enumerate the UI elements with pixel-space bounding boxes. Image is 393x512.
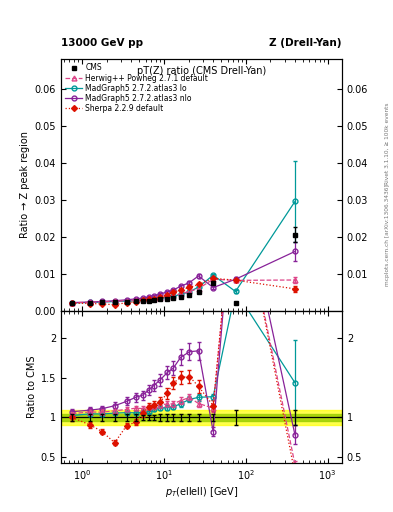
Text: mcplots.cern.ch [arXiv:1306.3436]: mcplots.cern.ch [arXiv:1306.3436] — [385, 185, 390, 286]
Text: Rivet 3.1.10, ≥ 100k events: Rivet 3.1.10, ≥ 100k events — [385, 102, 390, 185]
Text: pT(Z) ratio (CMS Drell-Yan): pT(Z) ratio (CMS Drell-Yan) — [137, 67, 266, 76]
Bar — [61, 414, 342, 421]
Text: 13000 GeV pp: 13000 GeV pp — [61, 37, 143, 48]
Y-axis label: Ratio → Z peak region: Ratio → Z peak region — [20, 131, 30, 238]
Legend: CMS, Herwig++ Powheg 2.7.1 default, MadGraph5 2.7.2.atlas3 lo, MadGraph5 2.7.2.a: CMS, Herwig++ Powheg 2.7.1 default, MadG… — [65, 62, 209, 114]
Text: Z (Drell-Yan): Z (Drell-Yan) — [270, 37, 342, 48]
X-axis label: $p_T$(ellell) [GeV]: $p_T$(ellell) [GeV] — [165, 485, 238, 499]
Y-axis label: Ratio to CMS: Ratio to CMS — [26, 356, 37, 418]
Bar — [61, 410, 342, 425]
